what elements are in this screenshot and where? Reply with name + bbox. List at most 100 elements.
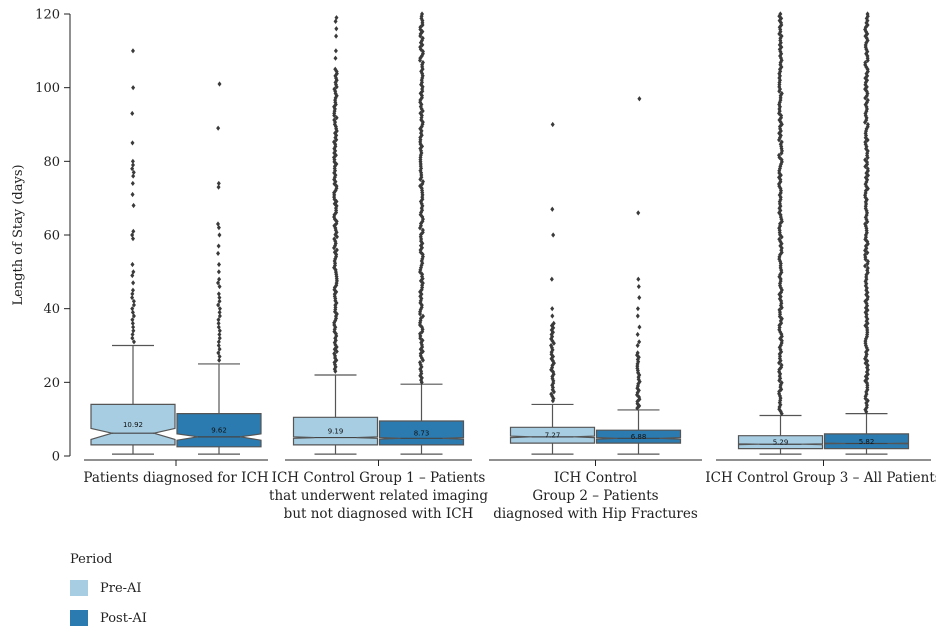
outlier-point <box>332 284 337 291</box>
outlier-point <box>635 367 640 374</box>
outlier-point <box>131 324 136 330</box>
outlier-point <box>418 24 423 30</box>
outlier-point <box>419 302 424 308</box>
outlier-point <box>635 306 640 312</box>
outlier-point <box>420 48 425 55</box>
box-pre-ai-group-1: 10.92 <box>90 48 176 455</box>
outlier-point <box>418 309 423 315</box>
outlier-point <box>863 139 868 145</box>
outlier-point <box>779 112 784 119</box>
mean-label: 9.62 <box>211 427 227 435</box>
outlier-point <box>777 152 782 158</box>
outlier-point <box>865 371 870 377</box>
outlier-point <box>419 355 424 361</box>
outlier-point <box>551 320 556 326</box>
outlier-point <box>636 387 641 394</box>
outlier-point <box>549 331 554 338</box>
outlier-point <box>864 15 869 22</box>
outlier-point <box>420 227 425 233</box>
outlier-point <box>550 362 555 368</box>
outlier-point <box>130 335 135 341</box>
outlier-point <box>864 351 869 357</box>
outlier-point <box>217 295 222 301</box>
outlier-point <box>332 106 337 112</box>
outlier-point <box>550 347 555 353</box>
outlier-point <box>550 334 555 340</box>
outlier-point <box>420 271 425 277</box>
outlier-point <box>778 53 783 59</box>
outlier-point <box>217 283 222 290</box>
outlier-point <box>864 117 869 123</box>
outlier-point <box>865 265 870 271</box>
outlier-point <box>778 35 783 41</box>
outlier-point <box>130 110 135 117</box>
outlier-point <box>637 295 642 301</box>
box-body <box>176 413 262 448</box>
outlier-point <box>864 272 869 278</box>
outlier-point <box>865 362 870 368</box>
outlier-point <box>332 362 337 368</box>
outlier-point <box>778 26 783 33</box>
outlier-point <box>636 210 641 216</box>
box-pre-ai-group-2: 9.19 <box>292 15 379 455</box>
outlier-point <box>334 247 339 253</box>
outlier-point <box>779 287 784 293</box>
outlier-point <box>418 90 423 97</box>
outlier-point <box>779 289 784 295</box>
outlier-point <box>550 121 555 128</box>
outlier-point <box>777 18 782 24</box>
outlier-point <box>334 300 339 306</box>
outlier-point <box>131 302 136 308</box>
outlier-point <box>130 320 135 326</box>
outlier-point <box>864 285 869 291</box>
outlier-point <box>778 353 783 359</box>
outlier-point <box>864 402 869 408</box>
outlier-point <box>865 166 870 172</box>
outlier-point <box>216 302 221 308</box>
outlier-point <box>779 33 784 39</box>
outlier-point <box>217 353 222 360</box>
outlier-point <box>551 371 556 377</box>
outlier-point <box>635 342 640 349</box>
outlier-point <box>419 364 424 370</box>
outlier-point <box>418 320 423 326</box>
outlier-point <box>551 340 556 346</box>
outlier-point <box>334 115 339 121</box>
outlier-point <box>777 377 782 384</box>
x-category-label: Group 2 – Patients <box>532 488 658 504</box>
box-body <box>378 420 465 446</box>
outlier-point <box>863 263 868 269</box>
outlier-point <box>420 280 425 286</box>
y-tick-label: 40 <box>43 302 60 317</box>
outlier-point <box>778 397 783 403</box>
y-tick-label: 80 <box>43 155 60 170</box>
outlier-point <box>130 180 135 187</box>
outlier-point <box>332 86 337 92</box>
mean-label: 8.73 <box>414 429 430 437</box>
outlier-point <box>334 357 339 363</box>
box-pre-ai-group-4: 5.29 <box>737 11 824 455</box>
outlier-point <box>865 37 870 44</box>
outlier-point <box>777 236 782 242</box>
x-category-label: Patients diagnosed for ICH <box>83 470 268 486</box>
outlier-point <box>636 276 641 282</box>
legend-label-post-ai: Post-AI <box>100 610 147 626</box>
outlier-point <box>418 333 423 339</box>
outlier-point <box>865 11 870 17</box>
outlier-point <box>865 66 870 72</box>
outlier-point <box>419 295 424 302</box>
outlier-point <box>864 345 869 351</box>
outlier-point <box>216 291 221 297</box>
outlier-point <box>865 121 870 128</box>
plot-area: 10.92 9.19 7.27 5.29 9.62 8.73 6.88 5.82 <box>90 11 910 455</box>
outlier-point <box>334 333 339 339</box>
outlier-point <box>131 339 136 345</box>
outlier-point <box>777 101 782 108</box>
outlier-point <box>865 382 870 388</box>
outlier-point <box>865 258 870 265</box>
outlier-point <box>418 346 423 352</box>
outlier-point <box>420 179 425 185</box>
outlier-point <box>333 48 338 54</box>
outlier-point <box>131 280 136 286</box>
outlier-point <box>865 250 870 256</box>
